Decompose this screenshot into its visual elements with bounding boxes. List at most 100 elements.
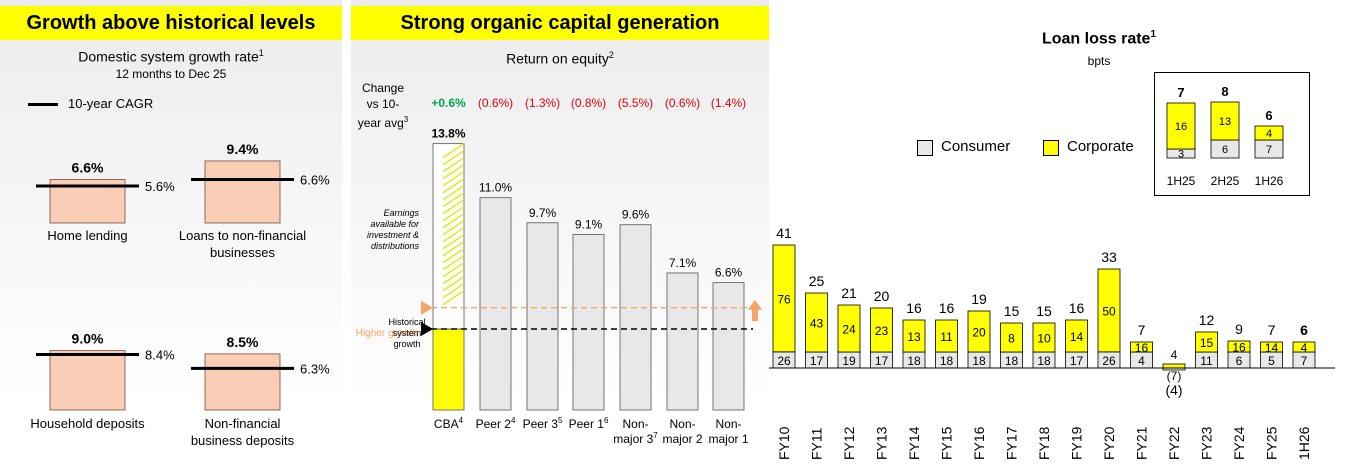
roe-hatch	[442, 276, 465, 292]
roe-chart: 13.8% +0.6% CBA4 11.0% (0.6%) Peer 24 9.7% (1.3…	[356, 96, 762, 446]
inset-corporate-bar	[1254, 125, 1284, 141]
roe-hatch	[442, 192, 465, 208]
year-tick-label: FY13	[874, 426, 890, 460]
consumer-value-label: 18	[1037, 354, 1051, 368]
roe-value-label: 13.8%	[431, 127, 465, 141]
roe-category-label: major 37	[613, 431, 658, 446]
year-tick-label: FY21	[1134, 426, 1150, 460]
consumer-value-label: 26	[1102, 354, 1116, 368]
loan-loss-unit: bpts	[1087, 54, 1111, 68]
corporate-value-label: 76	[777, 292, 791, 306]
consumer-value-label: 6	[1236, 354, 1243, 368]
corporate-legend-label: Corporate	[1067, 138, 1134, 155]
cagr-legend-line	[28, 103, 58, 106]
total-value-label: 9	[1235, 321, 1243, 337]
corporate-bar	[967, 310, 991, 353]
roe-bar	[666, 272, 699, 411]
growth-subtitle-sup: 1	[258, 48, 264, 58]
total-value-label: 25	[809, 273, 825, 289]
roe-hatch	[442, 234, 465, 250]
year-tick-label: FY17	[1004, 426, 1020, 460]
growth-bar	[204, 353, 281, 411]
consumer-value-label: 17	[1070, 354, 1084, 368]
year-tick-label: FY19	[1069, 426, 1085, 460]
earnings-annotation: distributions	[371, 241, 420, 251]
cagr-value-label: 8.4%	[145, 348, 175, 363]
corporate-bar	[1227, 340, 1251, 353]
inset-total-label: 6	[1265, 108, 1272, 123]
roe-category-label: Non-	[622, 417, 648, 431]
corporate-value-label: 14	[1070, 330, 1084, 344]
roe-value-label: 9.7%	[529, 206, 557, 220]
total-value-label: 7	[1268, 322, 1276, 338]
corporate-value-label: 13	[907, 330, 921, 344]
total-value-label: 12	[1199, 312, 1215, 328]
year-tick-label: FY15	[939, 426, 955, 460]
roe-bar	[712, 282, 745, 411]
corporate-bar	[1292, 341, 1316, 353]
historical-annotation: Historical	[388, 317, 425, 327]
roe-hatch	[442, 178, 465, 194]
consumer-legend-label: Consumer	[941, 138, 1011, 155]
growth-category-label: Home lending	[47, 228, 127, 243]
total-value-label: 6	[1300, 322, 1308, 338]
inset-consumer-label: 6	[1222, 144, 1228, 156]
roe-category-sup: 6	[604, 416, 609, 425]
growth-panel: Growth above historical levels Domestic …	[0, 0, 342, 474]
year-tick-label: FY10	[776, 426, 792, 460]
total-value-label: 20	[874, 288, 890, 304]
growth-category-label: Household deposits	[30, 416, 145, 431]
historical-annotation: system	[393, 328, 422, 338]
roe-change-label: (0.6%)	[665, 96, 700, 110]
roe-hatch	[442, 164, 465, 180]
roe-hatch	[442, 290, 465, 306]
roe-change-label: +0.6%	[431, 96, 466, 110]
roe-hatch	[442, 199, 465, 215]
roe-hatch	[442, 269, 465, 285]
corporate-value-label: 14	[1265, 341, 1279, 355]
year-tick-label: FY11	[809, 427, 825, 460]
growth-header: Growth above historical levels	[0, 6, 342, 40]
growth-value-label: 9.0%	[72, 331, 104, 347]
change-label-sup: 3	[403, 115, 409, 124]
roe-hatch	[442, 262, 465, 278]
historical-annotation: growth	[393, 339, 420, 349]
inset-total-label: 8	[1221, 84, 1228, 99]
year-tick-label: FY22	[1166, 426, 1182, 460]
change-label-line2: vs 10-	[366, 97, 400, 111]
higher-growth-label: Higher growth	[356, 328, 418, 339]
corporate-value-label: 4	[1301, 341, 1308, 355]
roe-category-label: Peer 35	[523, 416, 563, 431]
consumer-value-label: 5	[1268, 354, 1275, 368]
corporate-legend-swatch	[1043, 140, 1059, 156]
year-tick-label: 1H26	[1296, 426, 1312, 460]
roe-bar	[572, 233, 605, 411]
higher-growth-arrow-icon	[421, 300, 433, 315]
inset-corporate-bar	[1166, 102, 1196, 150]
inset-corporate-label: 16	[1175, 121, 1187, 133]
corporate-bar	[837, 304, 861, 353]
roe-category-label: major 1	[708, 432, 748, 446]
roe-hatch	[442, 157, 465, 173]
loan-loss-chart: 267641FY10174325FY11192421FY12172320FY13…	[769, 84, 1335, 460]
growth-category-label: business deposits	[191, 433, 295, 448]
corporate-value-label: 16	[1135, 341, 1149, 355]
consumer-value-label: 18	[907, 354, 921, 368]
total-value-label: 16	[906, 300, 922, 316]
roe-header: Strong organic capital generation	[351, 6, 769, 40]
roe-change-label: (0.6%)	[478, 96, 513, 110]
roe-category-label: CBA4	[434, 416, 464, 431]
inset-category-label: 1H25	[1167, 174, 1196, 188]
historical-arrow-icon	[421, 321, 433, 336]
total-value-label: 15	[1004, 303, 1020, 319]
roe-hatch	[442, 150, 465, 166]
corporate-value-label: 20	[972, 326, 986, 340]
total-value-label: 4	[1171, 348, 1178, 362]
roe-hatch	[442, 206, 465, 222]
total-value-label: 16	[939, 300, 955, 316]
roe-subtitle: Return on equity2	[351, 50, 769, 67]
inset-corporate-bar	[1210, 101, 1240, 141]
roe-hatch	[442, 241, 465, 257]
roe-value-label: 11.0%	[479, 181, 512, 195]
roe-change-label: (1.4%)	[711, 96, 746, 110]
